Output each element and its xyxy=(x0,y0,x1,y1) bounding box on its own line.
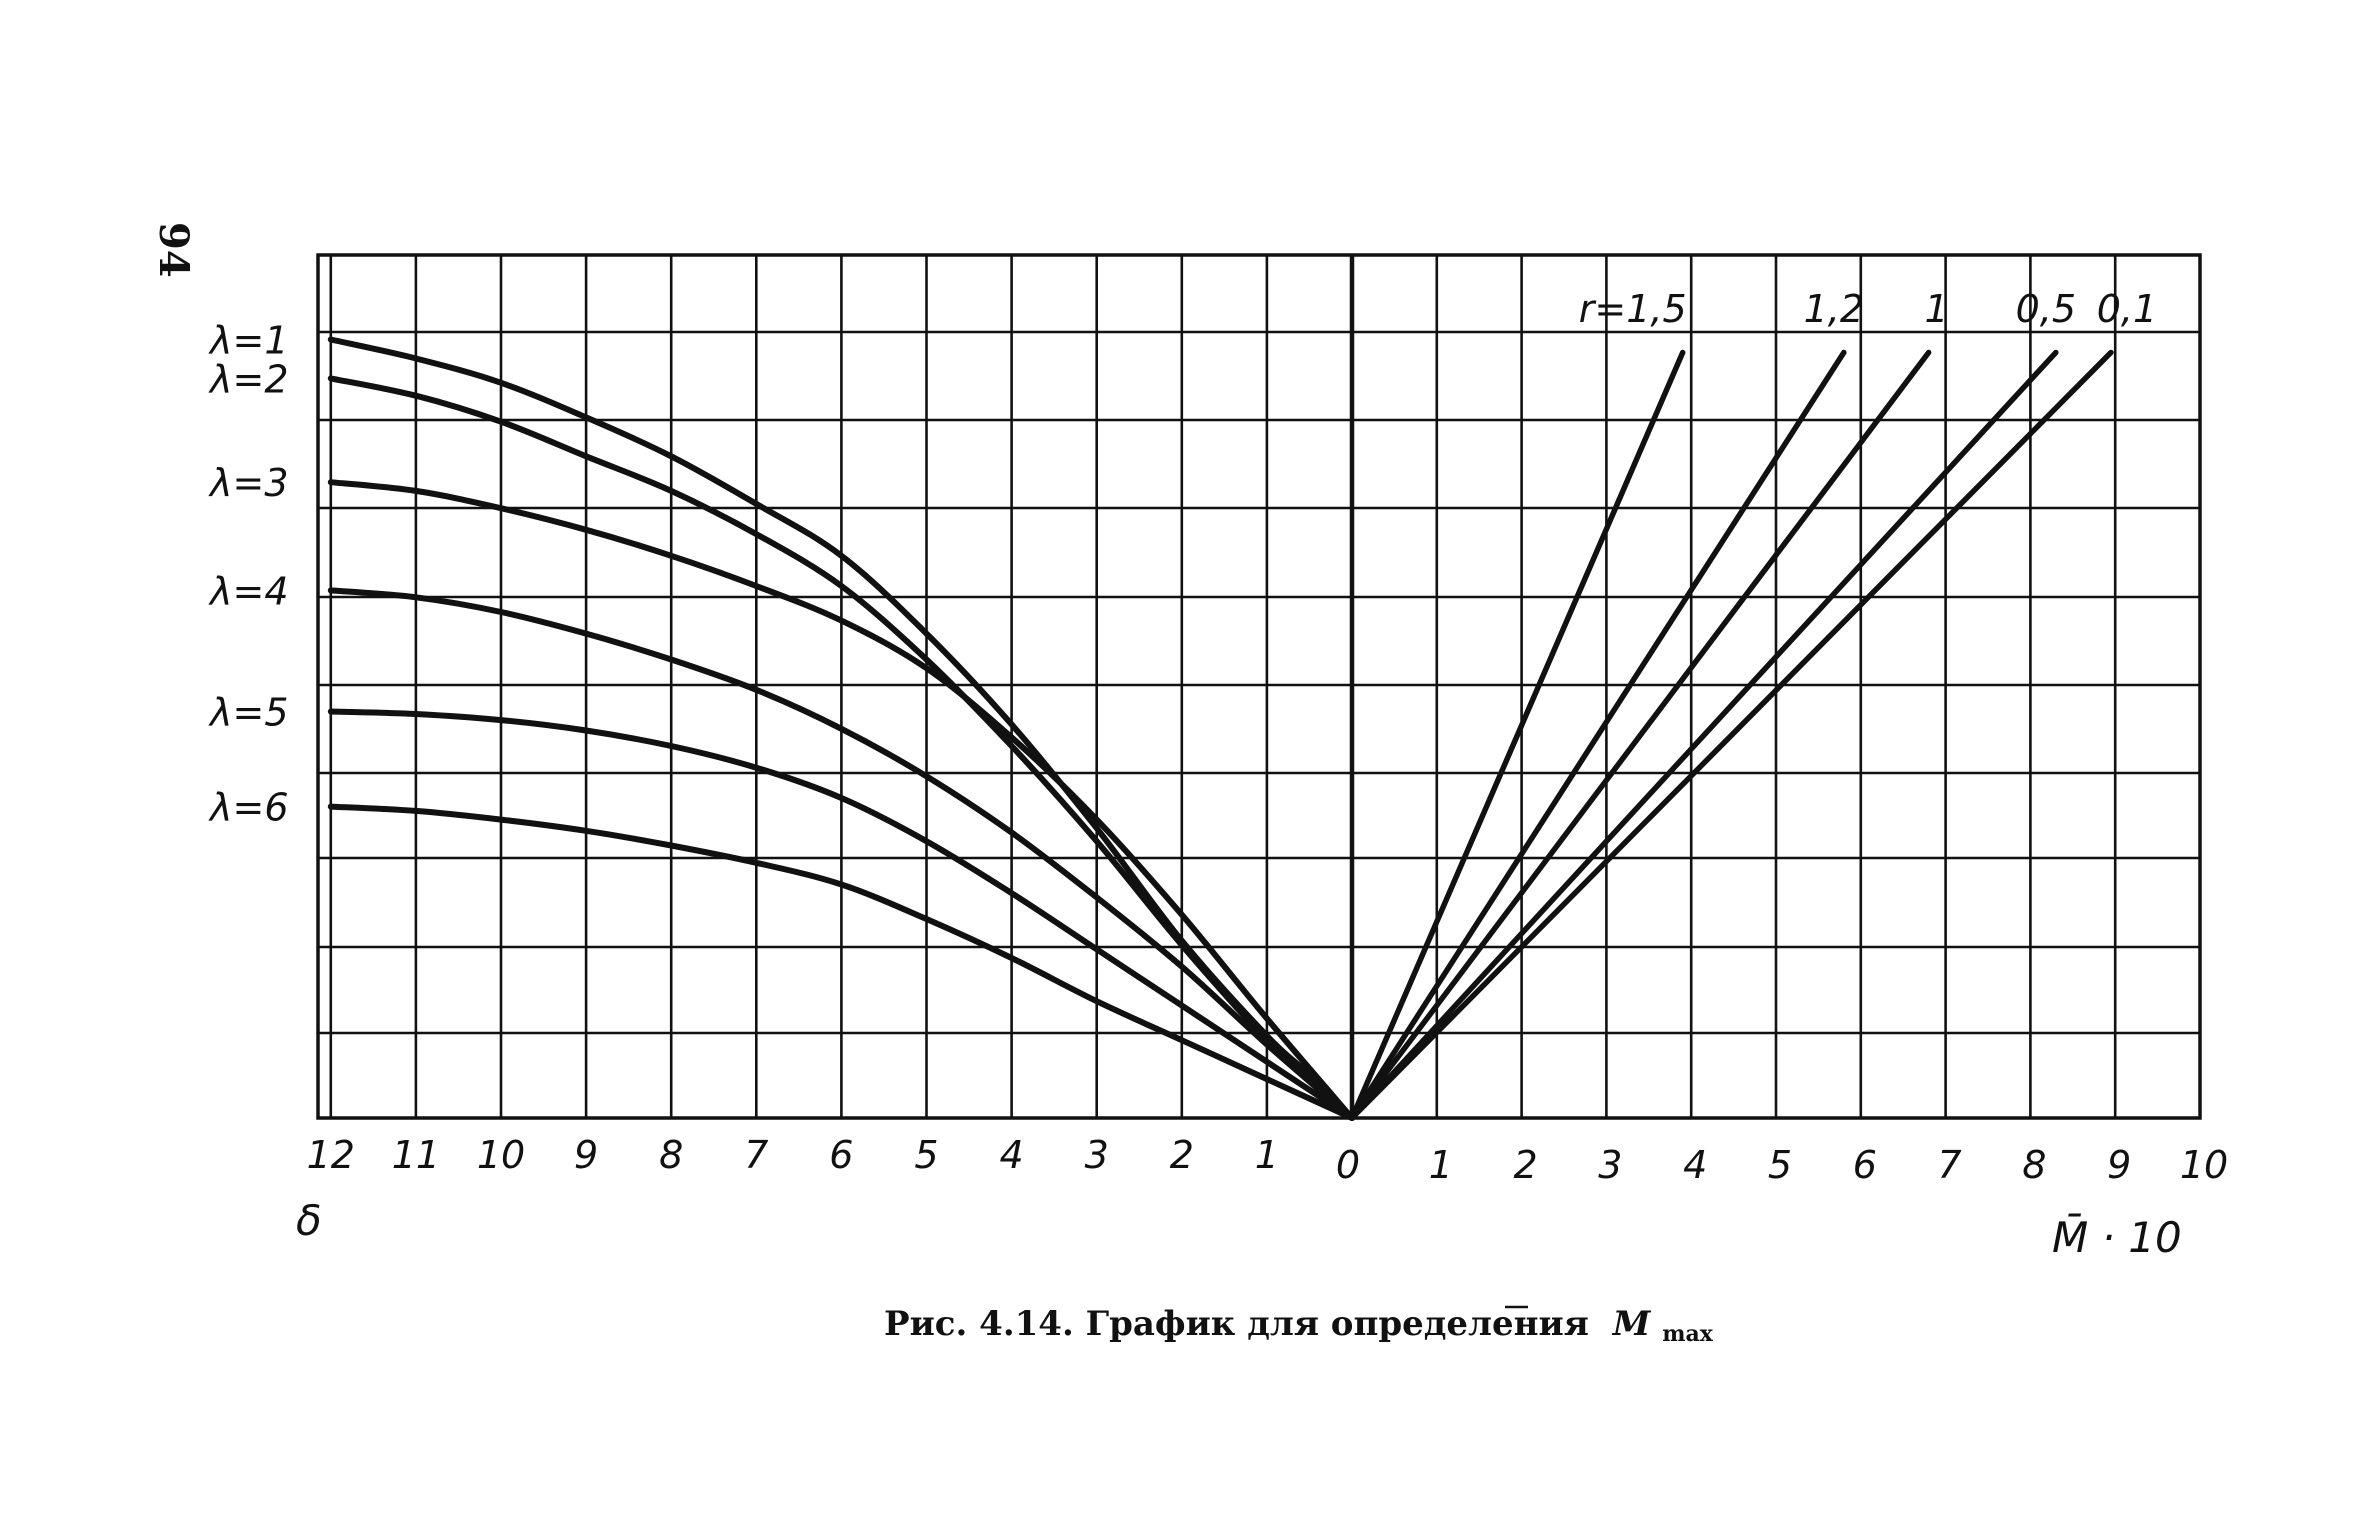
figure-caption: Рис. 4.14. График для определения M max xyxy=(884,1304,1714,1347)
right-tick-1: 1 xyxy=(1429,1143,1453,1187)
right-tick-9: 9 xyxy=(2107,1143,2131,1187)
r-rays xyxy=(1349,349,2114,1121)
chart-frame xyxy=(316,253,2202,1120)
caption-symbol: M xyxy=(1612,1304,1652,1344)
left-tick-6: 6 xyxy=(829,1133,853,1177)
left-tick-5: 5 xyxy=(914,1133,938,1177)
left-tick-10: 10 xyxy=(477,1133,525,1177)
lambda-label-4: λ=4 xyxy=(208,569,289,613)
lambda-label-1: λ=1 xyxy=(208,319,289,363)
lambda-label-6: λ=6 xyxy=(208,786,289,830)
right-tick-2: 2 xyxy=(1514,1143,1538,1187)
lambda-curve-3 xyxy=(327,479,1355,1121)
lambda-curve-5 xyxy=(327,708,1355,1121)
r-label-4: 0,5 xyxy=(2016,287,2076,331)
left-tick-7: 7 xyxy=(744,1133,768,1177)
right-tick-10: 10 xyxy=(2180,1143,2228,1187)
lambda-curves xyxy=(327,336,1355,1121)
left-tick-11: 11 xyxy=(392,1133,440,1177)
lambda-label-2: λ=2 xyxy=(208,357,289,401)
left-tick-2: 2 xyxy=(1170,1133,1194,1177)
left-tick-4: 4 xyxy=(1000,1133,1024,1177)
r-label-2: 1,2 xyxy=(1804,287,1864,331)
right-tick-8: 8 xyxy=(2022,1143,2046,1187)
x-tick-labels: 12 11 10 9 8 7 6 5 4 3 2 1 0 1 2 3 4 5 6 7 8 9 10 xyxy=(307,1133,2229,1187)
left-tick-1: 1 xyxy=(1255,1133,1279,1177)
right-tick-5: 5 xyxy=(1768,1143,1792,1187)
lambda-label-3: λ=3 xyxy=(208,461,289,505)
r-ray-1 xyxy=(1349,349,1686,1121)
series-labels: λ=1λ=2 λ=3 λ=4 λ=5 λ=6 r=1,5 1,2 1 0,5 0,1 xyxy=(208,287,2157,830)
right-tick-4: 4 xyxy=(1683,1143,1707,1187)
lambda-label-5: λ=5 xyxy=(208,690,289,734)
left-tick-8: 8 xyxy=(659,1133,683,1177)
lambda-curve-4 xyxy=(327,587,1355,1121)
page-number: 94 xyxy=(150,222,197,278)
r-label-3: 1 xyxy=(1925,287,1949,331)
left-tick-9: 9 xyxy=(574,1133,598,1177)
right-tick-0: 0 xyxy=(1336,1143,1360,1187)
right-axis-label: M̄ · 10 xyxy=(2052,1211,2182,1262)
r-label-5: 0,1 xyxy=(2097,287,2157,331)
r-ray-2 xyxy=(1349,349,1847,1121)
chart-grid xyxy=(316,253,2202,1120)
caption-subscript: max xyxy=(1662,1321,1714,1347)
left-tick-3: 3 xyxy=(1085,1133,1109,1177)
left-axis-label: δ xyxy=(296,1196,322,1245)
r-ray-4 xyxy=(1349,349,2059,1121)
right-tick-6: 6 xyxy=(1853,1143,1877,1187)
caption-text: Рис. 4.14. График для определения xyxy=(884,1304,1589,1344)
right-tick-7: 7 xyxy=(1938,1143,1962,1187)
right-tick-3: 3 xyxy=(1598,1143,1622,1187)
lambda-curve-2 xyxy=(327,375,1355,1121)
lambda-curve-6 xyxy=(327,803,1355,1121)
r-ray-5 xyxy=(1349,349,2114,1121)
left-tick-12: 12 xyxy=(307,1133,355,1177)
r-label-1: r=1,5 xyxy=(1579,287,1687,331)
r-ray-3 xyxy=(1349,349,1932,1121)
